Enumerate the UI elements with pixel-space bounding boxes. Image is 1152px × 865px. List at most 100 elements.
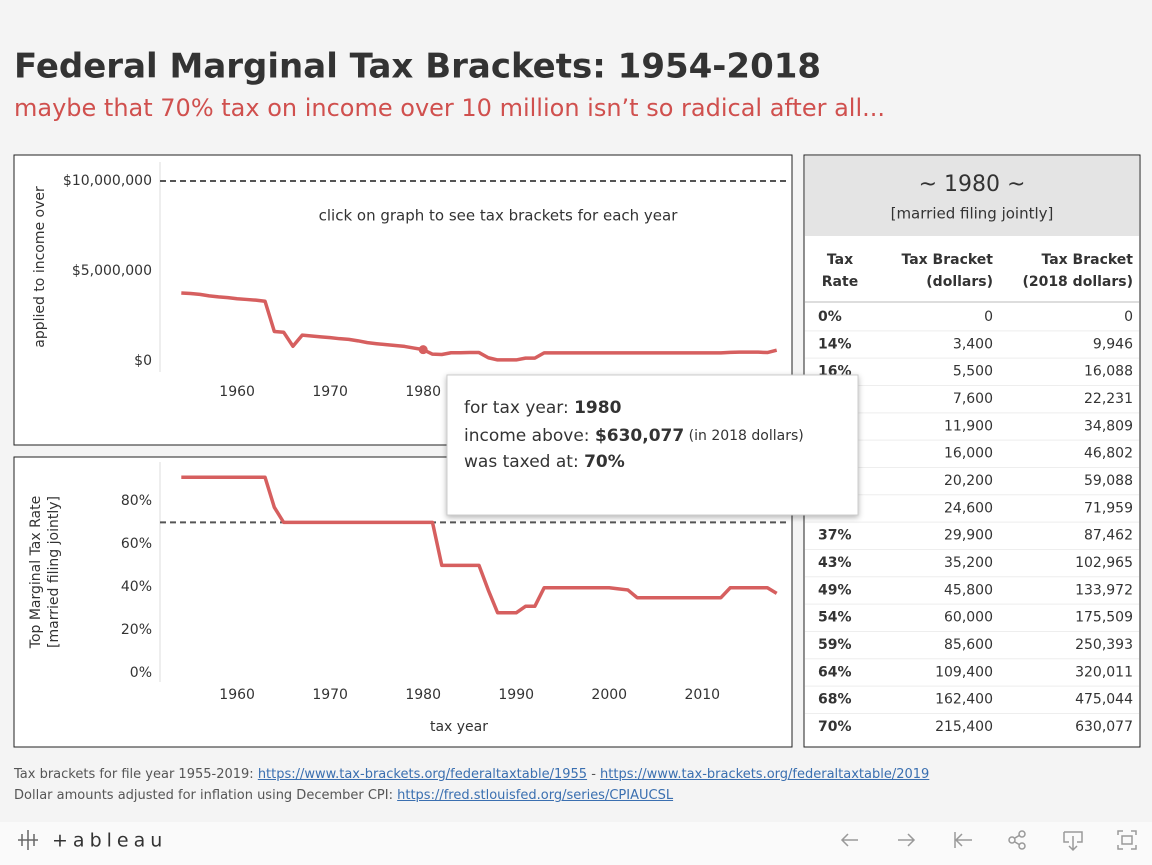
tooltip-note: (in 2018 dollars): [684, 428, 804, 444]
fullscreen-button[interactable]: [1117, 830, 1137, 850]
link[interactable]: https://www.tax-brackets.org/federaltaxt…: [257, 767, 588, 782]
x-tick-label: 1960: [219, 687, 255, 703]
logo-text: +ableau: [52, 830, 167, 852]
y-tick-label: 0%: [130, 665, 152, 681]
table-header-bg: [805, 156, 1139, 236]
bracket-cell: 16,000: [944, 446, 993, 462]
bracket-cell: 162,400: [935, 692, 993, 708]
bracket-cell: 16,088: [1084, 364, 1133, 380]
bracket-cell: 102,965: [1075, 555, 1133, 571]
bracket-cell: 133,972: [1075, 582, 1133, 598]
column-header: (2018 dollars): [1022, 274, 1133, 290]
y-tick-label: 20%: [121, 622, 152, 638]
y-tick-label: $10,000,000: [63, 173, 152, 189]
bracket-cell: 85,600: [944, 637, 993, 653]
bracket-cell: 475,044: [1075, 692, 1133, 708]
footnote: Dollar amounts adjusted for inflation us…: [14, 785, 929, 806]
y-tick-label: 80%: [121, 493, 152, 509]
selected-point: [418, 345, 428, 355]
bracket-cell: 175,509: [1075, 610, 1133, 626]
title: Federal Marginal Tax Brackets: 1954-2018: [14, 47, 821, 87]
logo-mark: [18, 830, 38, 850]
x-tick-label: 2010: [684, 687, 720, 703]
footnotes: Tax brackets for file year 1955-2019: ht…: [14, 764, 929, 806]
y-axis-label: applied to income over: [32, 186, 48, 348]
bracket-cell: 7,600: [953, 391, 993, 407]
column-header: Rate: [822, 274, 858, 290]
tooltip: for tax year: 1980 income above: $630,07…: [446, 374, 859, 516]
y-tick-label: $0: [134, 353, 152, 369]
footnote: Tax brackets for file year 1955-2019: ht…: [14, 764, 929, 785]
toolbar-icons: [840, 830, 1137, 852]
y-axis-label: [married filing jointly]: [46, 496, 62, 648]
footnote-text: Tax brackets for file year 1955-2019:: [14, 767, 258, 782]
bracket-cell: 5,500: [953, 364, 993, 380]
download-button[interactable]: [1063, 831, 1083, 852]
rate-cell: 49%: [818, 582, 852, 598]
y-tick-label: 60%: [121, 536, 152, 552]
tooltip-label: income above:: [464, 426, 595, 446]
tableau-icon: [18, 830, 38, 850]
redo-button[interactable]: [898, 833, 916, 847]
bracket-cell: 320,011: [1075, 664, 1133, 680]
column-header: Tax Bracket: [901, 252, 993, 268]
table-panel: [803, 154, 1141, 748]
subtitle: maybe that 70% tax on income over 10 mil…: [14, 94, 885, 122]
rate-cell: 59%: [818, 637, 852, 653]
link[interactable]: https://fred.stlouisfed.org/series/CPIAU…: [397, 788, 674, 803]
bracket-cell: 22,231: [1084, 391, 1133, 407]
y-tick-label: $5,000,000: [72, 263, 152, 279]
bracket-cell: 215,400: [935, 719, 993, 735]
table: ~ 1980 ~ [married filing jointly] Tax Rate T…: [805, 172, 1139, 735]
bracket-cell: 9,946: [1093, 336, 1133, 352]
rate-cell: 0%: [818, 309, 842, 325]
tooltip-label: was taxed at:: [464, 452, 584, 472]
tooltip-label: for tax year:: [464, 398, 574, 418]
bracket-cell: 20,200: [944, 473, 993, 489]
undo-button[interactable]: [840, 833, 858, 847]
table-subtitle: [married filing jointly]: [891, 205, 1054, 223]
revert-button[interactable]: [954, 832, 972, 848]
rate-cell: 64%: [818, 664, 852, 680]
tooltip-line: was taxed at: 70%: [464, 452, 625, 472]
bracket-cell: 87,462: [1084, 528, 1133, 544]
bracket-cell: 60,000: [944, 610, 993, 626]
x-tick-label: 1960: [219, 384, 255, 400]
rate-cell: 68%: [818, 692, 852, 708]
x-tick-label: 1980: [405, 687, 441, 703]
column-header: (dollars): [926, 274, 993, 290]
bracket-cell: 24,600: [944, 500, 993, 516]
footnote-text: Dollar amounts adjusted for inflation us…: [14, 788, 398, 803]
bracket-cell: 630,077: [1075, 719, 1133, 735]
bracket-cell: 0: [1124, 309, 1133, 325]
charts: $0 $5,000,000 $10,000,000 1960 1970 1980 1990 2…: [28, 162, 790, 735]
tooltip-line: for tax year: 1980: [464, 398, 622, 418]
tooltip-box: [446, 374, 859, 516]
rate-cell: 14%: [818, 336, 852, 352]
bracket-cell: 59,088: [1084, 473, 1133, 489]
bracket-cell: 3,400: [953, 336, 993, 352]
x-tick-label: 1970: [312, 687, 348, 703]
bracket-cell: 0: [984, 309, 993, 325]
bracket-cell: 35,200: [944, 555, 993, 571]
link[interactable]: https://www.tax-brackets.org/federaltaxt…: [600, 767, 930, 782]
footnote-text: -: [587, 767, 601, 782]
x-tick-label: 1980: [405, 384, 441, 400]
y-axis-label: Top Marginal Tax Rate: [28, 496, 44, 649]
bracket-cell: 34,809: [1084, 418, 1133, 434]
y-tick-label: 40%: [121, 579, 152, 595]
tooltip-value: 70%: [584, 452, 625, 472]
x-tick-label: 2000: [591, 687, 627, 703]
bracket-cell: 109,400: [935, 664, 993, 680]
bracket-cell: 46,802: [1084, 446, 1133, 462]
rate-cell: 54%: [818, 610, 852, 626]
line-series: [181, 475, 778, 615]
share-button[interactable]: [1008, 830, 1026, 850]
column-header: Tax Bracket: [1041, 252, 1133, 268]
bracket-cell: 71,959: [1084, 500, 1133, 516]
toolbar: [0, 822, 1152, 865]
annotation: click on graph to see tax brackets for e…: [319, 207, 679, 225]
rate-cell: 43%: [818, 555, 852, 571]
tooltip-line: income above: $630,077 (in 2018 dollars): [464, 426, 804, 446]
